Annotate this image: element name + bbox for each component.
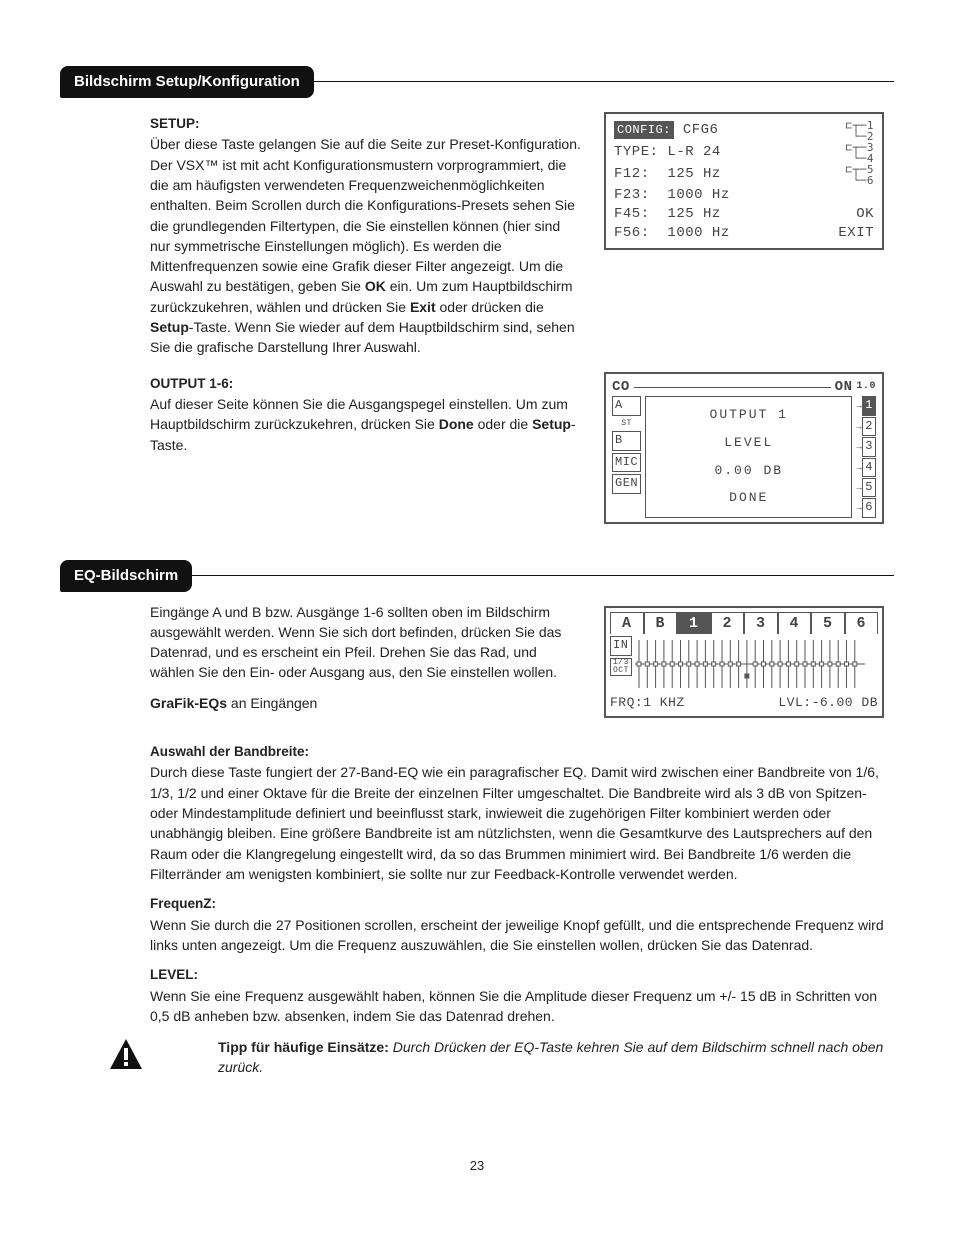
- level-heading: LEVEL:: [150, 965, 884, 985]
- level-body: Wenn Sie eine Frequenz ausgewählt haben,…: [150, 986, 884, 1027]
- lcd1-config-val: CFG6: [683, 122, 719, 138]
- lcd2-corner-l: CO: [612, 378, 630, 397]
- lcd2-corner-r: ON: [835, 378, 853, 397]
- eq-intro-text: Eingänge A und B bzw. Ausgänge 1-6 sollt…: [150, 602, 584, 723]
- lcd2-title: OUTPUT 1: [648, 406, 849, 425]
- lcd2-done: DONE: [648, 489, 849, 508]
- lcd-config: CONFIG: CFG6 ⊏┬─1 └─2 TYPE: L-R 24⊏┬─3 └…: [604, 112, 884, 251]
- setup-text: SETUP: Über diese Taste gelangen Sie auf…: [150, 108, 584, 368]
- bandwidth-body: Durch diese Taste fungiert der 27-Band-E…: [150, 762, 884, 884]
- lcd-eq: A B 1 2 3 4 5 6 IN 1/3 OCT: [604, 606, 884, 718]
- freq-body: Wenn Sie durch die 27 Positionen scrolle…: [150, 915, 884, 956]
- eq-sliders-icon: [635, 636, 865, 692]
- tip-row: Tipp für häufige Einsätze: Durch Drücken…: [108, 1037, 894, 1078]
- lcd1-col: CONFIG: CFG6 ⊏┬─1 └─2 TYPE: L-R 24⊏┬─3 └…: [604, 108, 884, 269]
- section-header-eq: EQ-Bildschirm: [60, 560, 894, 592]
- setup-row: SETUP: Über diese Taste gelangen Sie auf…: [150, 108, 884, 368]
- lcd2-sub2: 0.00 DB: [648, 462, 849, 481]
- lcd3-col: A B 1 2 3 4 5 6 IN 1/3 OCT: [604, 602, 884, 736]
- lcd-output: CO ON 1.0 A ST B MIC GEN OUTPUT 1 LEVEL …: [604, 372, 884, 524]
- section-rule: [192, 575, 894, 576]
- output-text: OUTPUT 1-6: Auf dieser Seite können Sie …: [150, 368, 584, 465]
- eq-body: Auswahl der Bandbreite: Durch diese Tast…: [150, 742, 884, 1027]
- output-heading: OUTPUT 1-6:: [150, 374, 584, 394]
- section-header-setup: Bildschirm Setup/Konfiguration: [60, 66, 894, 98]
- lcd2-col: CO ON 1.0 A ST B MIC GEN OUTPUT 1 LEVEL …: [604, 368, 884, 542]
- lcd1-config-label: CONFIG:: [614, 121, 674, 139]
- output-row: OUTPUT 1-6: Auf dieser Seite können Sie …: [150, 368, 884, 542]
- page-number: 23: [60, 1157, 894, 1176]
- output-body: Auf dieser Seite können Sie die Ausgangs…: [150, 394, 584, 455]
- section-rule: [314, 81, 894, 82]
- lcd2-sub1: LEVEL: [648, 434, 849, 453]
- tree-icon: ⊏┬─1 └─2: [846, 120, 875, 142]
- freq-heading: FrequenZ:: [150, 894, 884, 914]
- lcd3-freq: FRQ:1 KHZ: [610, 694, 685, 712]
- setup-heading: SETUP:: [150, 114, 584, 134]
- section-title-eq: EQ-Bildschirm: [60, 560, 192, 592]
- warning-icon: [108, 1037, 144, 1078]
- eq-intro-row: Eingänge A und B bzw. Ausgänge 1-6 sollt…: [150, 602, 884, 736]
- bandwidth-heading: Auswahl der Bandbreite:: [150, 742, 884, 762]
- lcd1-exit: EXIT: [838, 224, 874, 243]
- eq-intro: Eingänge A und B bzw. Ausgänge 1-6 sollt…: [150, 602, 584, 683]
- lcd3-lvl: LVL:-6.00 DB: [778, 694, 878, 712]
- lcd1-ok: OK: [856, 205, 874, 224]
- eq-grafik: GraFik-EQs an Eingängen: [150, 693, 584, 713]
- section-title: Bildschirm Setup/Konfiguration: [60, 66, 314, 98]
- tip-text: Tipp für häufige Einsätze: Durch Drücken…: [218, 1037, 894, 1078]
- setup-body: Über diese Taste gelangen Sie auf die Se…: [150, 134, 584, 357]
